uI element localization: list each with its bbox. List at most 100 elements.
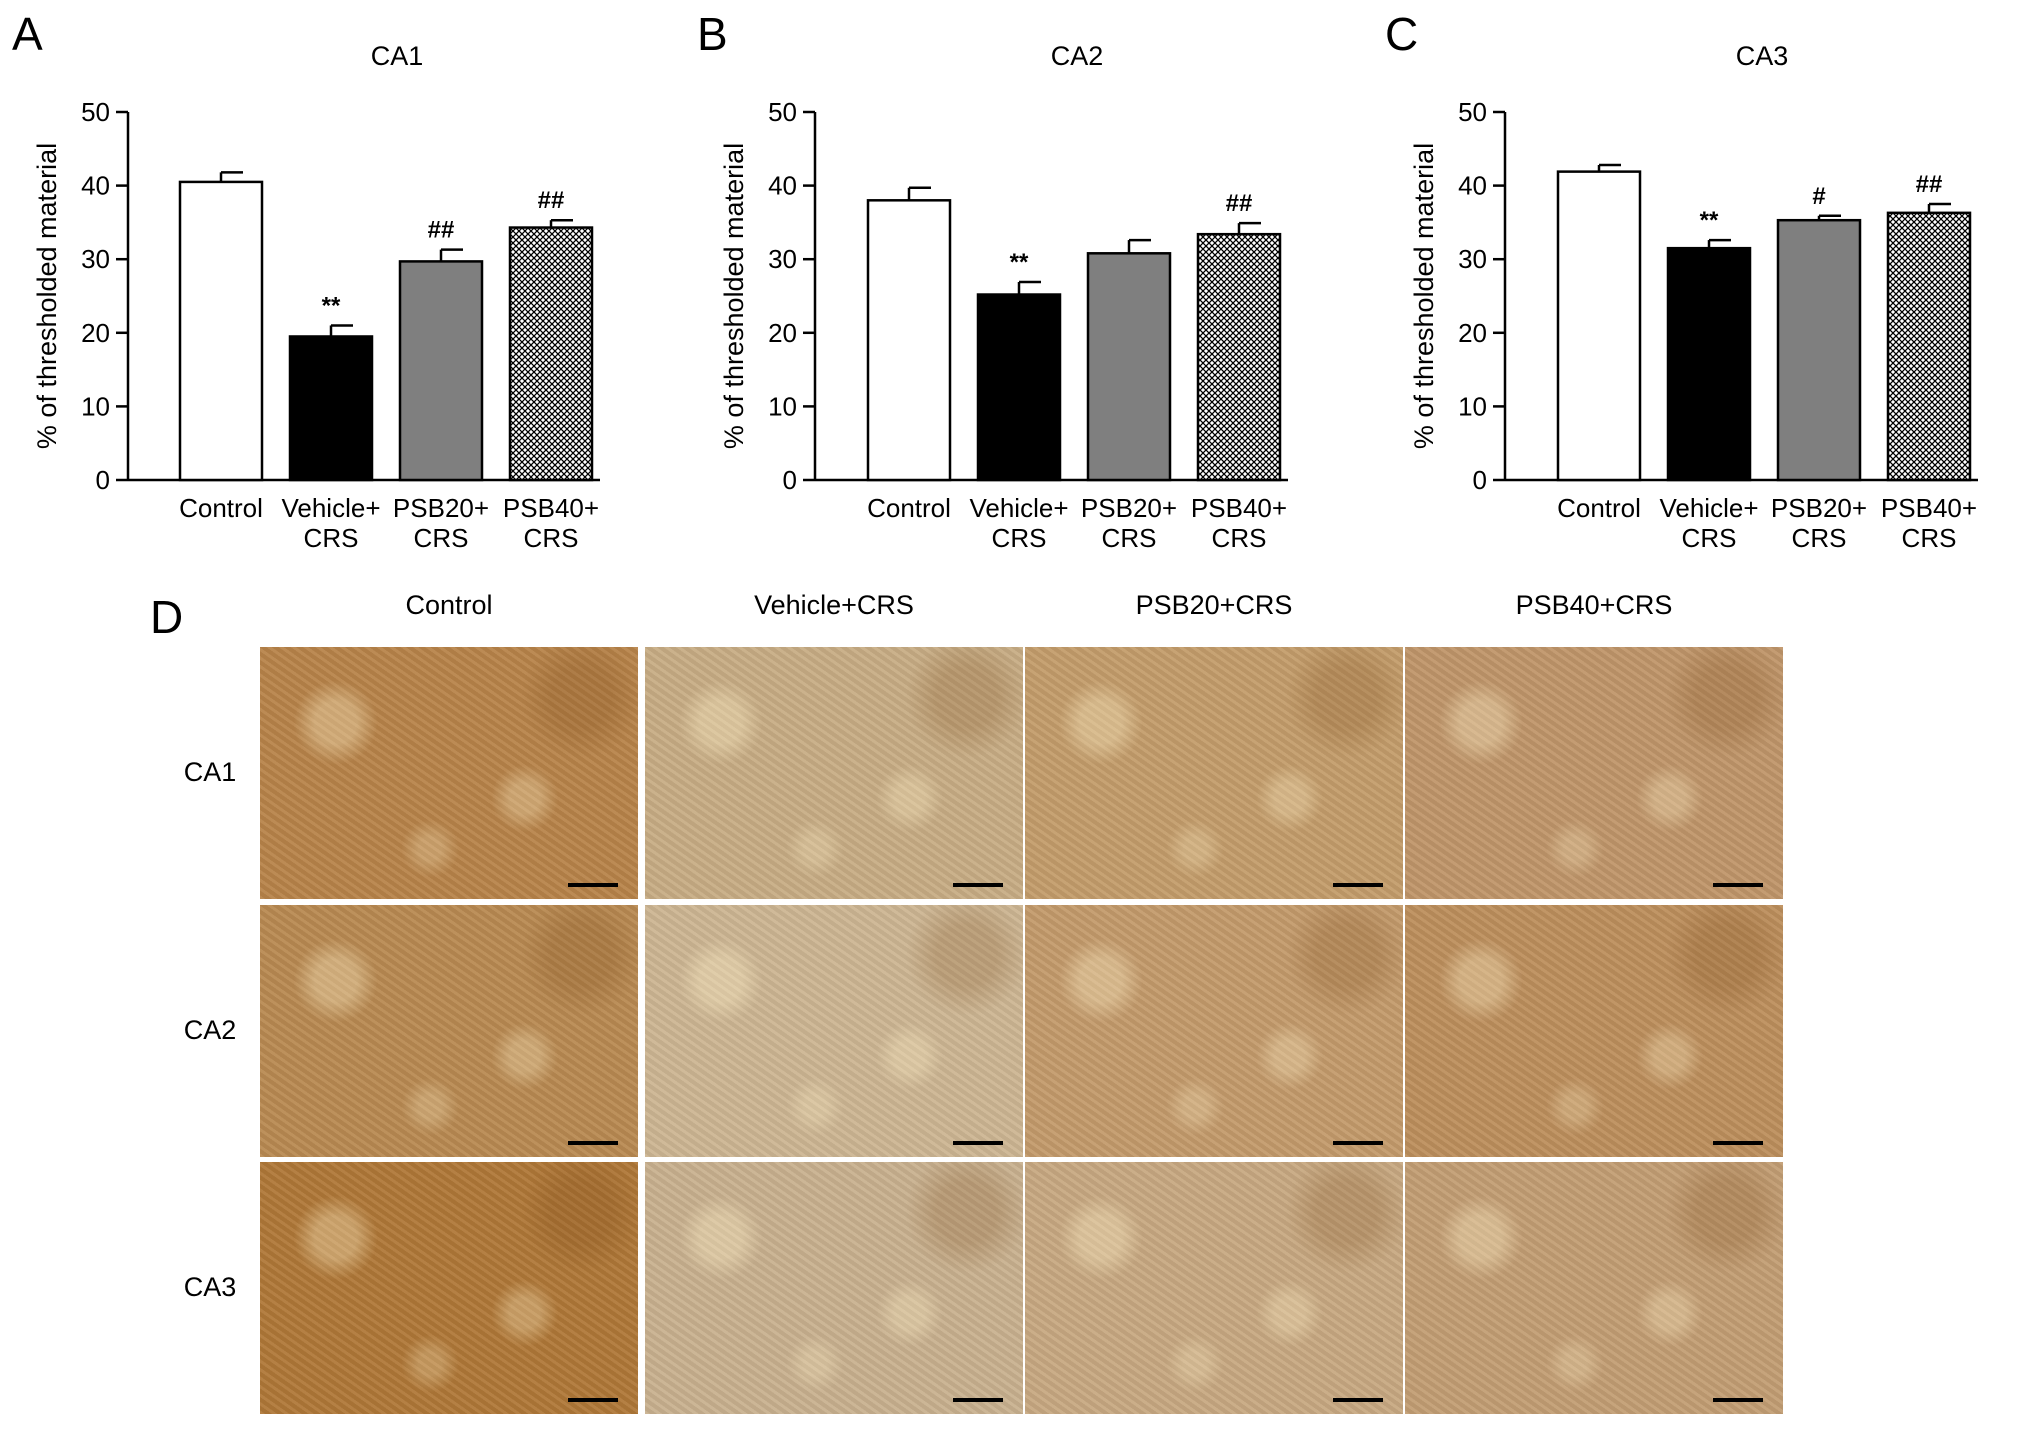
bar [1886, 211, 1972, 482]
y-tick-label: 10 [768, 391, 797, 421]
category-label: PSB40+ [1191, 493, 1287, 523]
y-tick-label: 50 [81, 97, 110, 127]
micrograph-texture [1025, 1162, 1403, 1414]
micrograph-texture [1025, 905, 1403, 1157]
scale-bar [1713, 1398, 1763, 1402]
bar [1556, 170, 1642, 482]
significance-marker: ## [428, 217, 455, 244]
significance-marker: ## [1916, 171, 1943, 198]
category-label: Vehicle+ [1659, 493, 1758, 523]
category-label: CRS [1212, 523, 1267, 553]
micrograph-image [1405, 905, 1783, 1157]
category-label: CRS [1102, 523, 1157, 553]
micrograph-column-header: Control [405, 590, 493, 620]
y-axis-label: % of thresholded material [1409, 143, 1439, 449]
bar [178, 180, 264, 482]
y-tick-label: 0 [96, 465, 110, 495]
scale-bar [1333, 883, 1383, 887]
category-label: PSB20+ [1771, 493, 1867, 523]
micrograph-column-header: PSB40+CRS [1515, 590, 1673, 620]
micrograph-image [645, 647, 1023, 899]
micrograph-texture [1025, 647, 1403, 899]
y-tick-label: 10 [1458, 391, 1487, 421]
y-tick-label: 40 [768, 171, 797, 201]
category-label: Control [1557, 493, 1641, 523]
bar [1196, 232, 1282, 482]
panel-letter: B [697, 8, 728, 60]
category-label: CRS [1682, 523, 1737, 553]
micrograph-image [645, 1162, 1023, 1414]
chart-ca3: C CA3 % of thresholded material 0 10 20 30 40 50… [1385, 8, 1978, 553]
micrograph-image [260, 647, 638, 899]
micrograph-texture [260, 647, 638, 899]
y-tick-label: 40 [1458, 171, 1487, 201]
scale-bar [568, 1141, 618, 1145]
y-tick-label: 50 [1458, 97, 1487, 127]
y-tick-label: 20 [768, 318, 797, 348]
y-tick-label: 50 [768, 97, 797, 127]
category-label: CRS [304, 523, 359, 553]
scale-bar [568, 883, 618, 887]
micrograph-texture [260, 1162, 638, 1414]
scale-bar [1713, 883, 1763, 887]
micrograph-texture [1405, 647, 1783, 899]
significance-marker: ## [538, 187, 565, 214]
chart-ca1: A CA1 % of thresholded material 0 10 20 30 40 50… [12, 8, 600, 553]
micrograph-row-label: CA3 [183, 1272, 237, 1302]
y-axis-label: % of thresholded material [32, 143, 62, 449]
category-label: Control [179, 493, 263, 523]
micrograph-image [1405, 647, 1783, 899]
micrograph-image [260, 905, 638, 1157]
significance-marker: ## [1226, 190, 1253, 217]
chart-title: CA1 [371, 41, 424, 71]
scale-bar [1713, 1141, 1763, 1145]
micrograph-row-label: CA1 [183, 757, 237, 787]
category-label: CRS [524, 523, 579, 553]
category-label: PSB40+ [503, 493, 599, 523]
micrograph-texture [645, 647, 1023, 899]
panel-letter: C [1385, 8, 1418, 60]
category-label: PSB40+ [1881, 493, 1977, 523]
category-label: CRS [1902, 523, 1957, 553]
bar [1776, 218, 1862, 482]
micrograph-image [1025, 905, 1403, 1157]
micrograph-image [1025, 647, 1403, 899]
category-label: PSB20+ [393, 493, 489, 523]
bar-charts: A CA1 % of thresholded material 0 10 20 30 40 50… [12, 8, 1978, 553]
y-tick-label: 20 [1458, 318, 1487, 348]
category-label: PSB20+ [1081, 493, 1177, 523]
micrograph-texture [645, 1162, 1023, 1414]
bar [866, 199, 952, 482]
micrograph-image [1025, 1162, 1403, 1414]
y-tick-label: 0 [783, 465, 797, 495]
bar [1086, 252, 1172, 482]
micrograph-column-header: Vehicle+CRS [754, 590, 914, 620]
bar [398, 260, 484, 482]
y-tick-label: 40 [81, 171, 110, 201]
category-label: CRS [992, 523, 1047, 553]
scale-bar [953, 883, 1003, 887]
panel-letter: A [12, 8, 43, 60]
micrograph-texture [645, 905, 1023, 1157]
micrograph-texture [260, 905, 638, 1157]
significance-marker: ** [1010, 249, 1029, 276]
micrograph-image [260, 1162, 638, 1414]
category-label: CRS [414, 523, 469, 553]
chart-ca2: B CA2 % of thresholded material 0 10 20 30 40 50… [697, 8, 1288, 553]
micrograph-image [1405, 1162, 1783, 1414]
y-tick-label: 30 [1458, 244, 1487, 274]
y-tick-label: 10 [81, 391, 110, 421]
chart-title: CA2 [1051, 41, 1104, 71]
chart-title: CA3 [1736, 41, 1789, 71]
micrograph-texture [1405, 1162, 1783, 1414]
bar [288, 335, 374, 482]
y-tick-label: 30 [81, 244, 110, 274]
bar [1666, 246, 1752, 482]
scale-bar [568, 1398, 618, 1402]
y-axis-label: % of thresholded material [719, 143, 749, 449]
category-label: Vehicle+ [281, 493, 380, 523]
scale-bar [1333, 1398, 1383, 1402]
bar [508, 226, 594, 482]
y-tick-label: 30 [768, 244, 797, 274]
